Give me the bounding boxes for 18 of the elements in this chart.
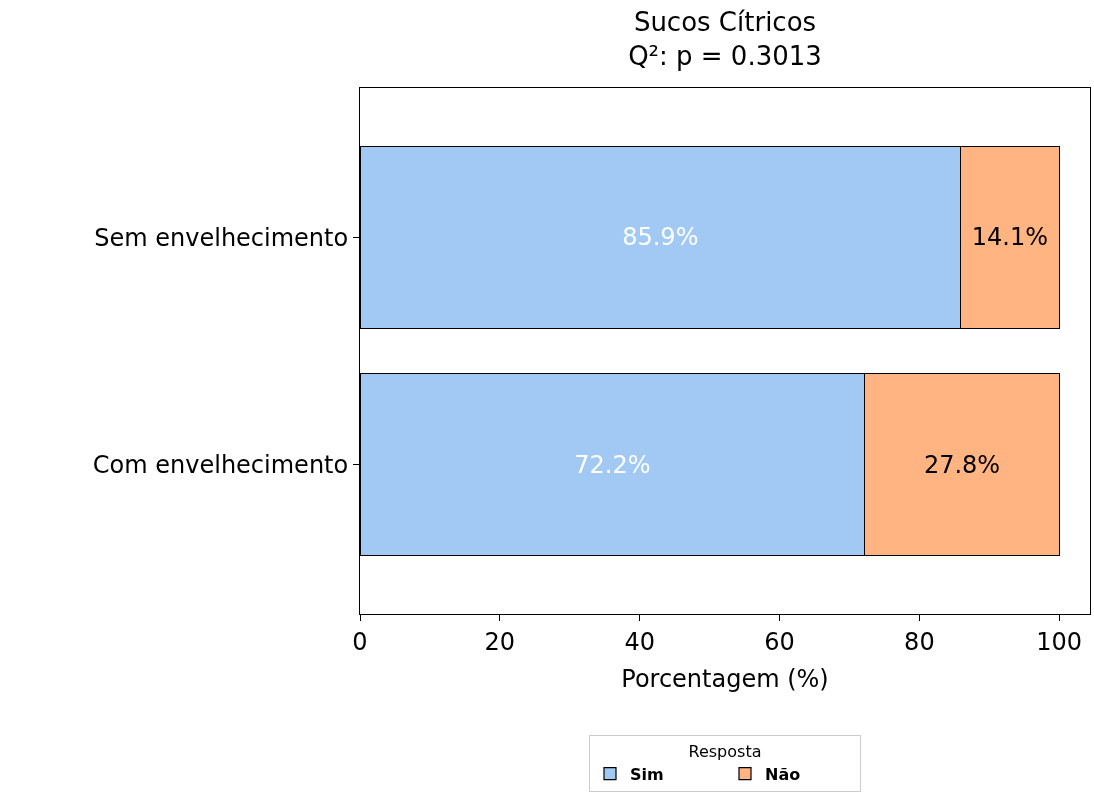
x-axis-title: Porcentagem (%) bbox=[621, 665, 829, 694]
x-tick-label: 60 bbox=[764, 627, 795, 656]
x-tick-label: 80 bbox=[904, 627, 935, 656]
x-tick-label: 40 bbox=[624, 627, 655, 656]
legend-title: Resposta bbox=[688, 741, 762, 761]
x-tick-label: 20 bbox=[484, 627, 516, 656]
chart-subtitle: Q²: p = 0.3013 bbox=[628, 41, 822, 71]
chart-title: Sucos Cítricos bbox=[633, 7, 817, 38]
y-tick-label: Sem envelhecimento bbox=[94, 223, 349, 252]
legend-label: Sim bbox=[630, 764, 664, 784]
x-tick-label: 0 bbox=[352, 627, 368, 656]
data-label: 72.2% bbox=[574, 450, 651, 479]
legend-label: Não bbox=[765, 764, 801, 784]
y-tick-label: Com envelhecimento bbox=[92, 451, 349, 480]
data-label: 27.8% bbox=[923, 450, 1001, 479]
data-label: 14.1% bbox=[971, 223, 1049, 252]
x-tick-label: 100 bbox=[1036, 627, 1083, 656]
data-label: 85.9% bbox=[622, 223, 699, 252]
